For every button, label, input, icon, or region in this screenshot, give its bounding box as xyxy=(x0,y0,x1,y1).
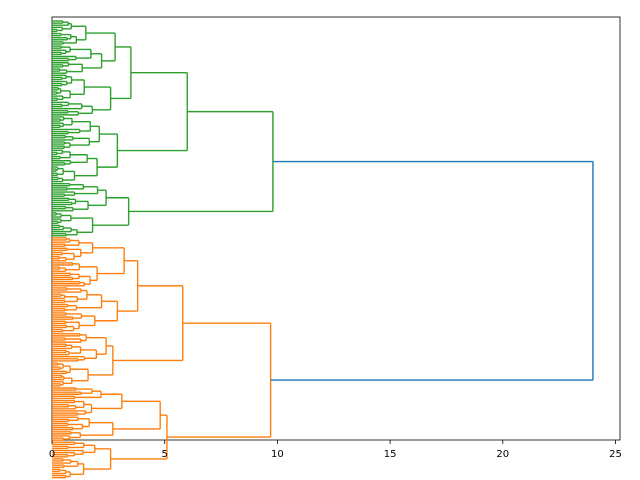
x-tick-label: 5 xyxy=(162,449,168,460)
x-tick-label: 20 xyxy=(496,449,509,460)
dendrogram-links xyxy=(52,20,594,479)
x-tick-label: 25 xyxy=(609,449,622,460)
plot-frame xyxy=(51,16,621,441)
plot-area xyxy=(51,16,621,479)
x-axis: 0 5 10 15 20 25 xyxy=(49,440,622,460)
x-tick-label: 10 xyxy=(271,449,284,460)
x-tick-label: 15 xyxy=(384,449,397,460)
x-tick-label: 0 xyxy=(49,449,55,460)
